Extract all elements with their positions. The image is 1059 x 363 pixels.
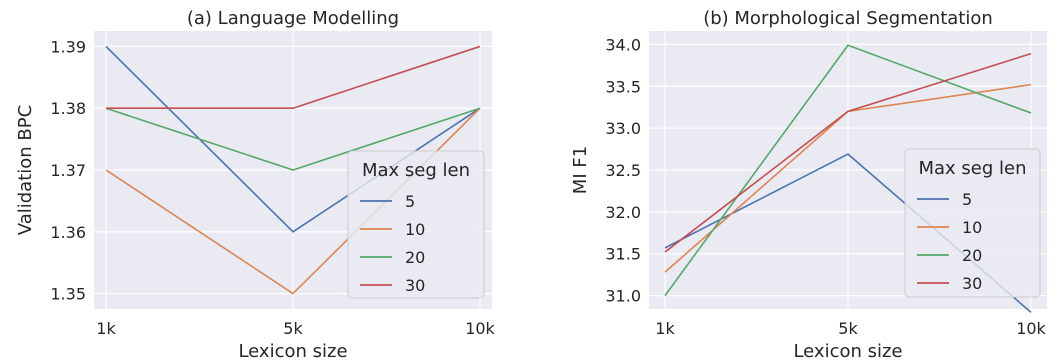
legend-label-5: 5: [962, 190, 972, 209]
y-tick-label: 32.0: [605, 203, 641, 222]
legend: Max seg len 5 10 20 30: [904, 148, 1041, 298]
y-tick-label: 31.0: [605, 287, 641, 306]
y-tick-label: 33.5: [605, 77, 641, 96]
x-axis-label: Lexicon size: [793, 341, 902, 362]
legend-label-30: 30: [962, 274, 982, 293]
legend-label-30: 30: [405, 276, 425, 295]
legend-label-10: 10: [405, 220, 425, 239]
chart-panel-2: 1k 5k 10k 31.0 31.5 32.0 32.5 33.0 33.5 34.0 (b) M…: [570, 8, 1047, 362]
y-tick-label: 1.38: [50, 99, 86, 118]
chart-title: (a) Language Modelling: [187, 8, 399, 29]
y-axis-label: Validation BPC: [15, 105, 36, 235]
y-tick-label: 1.36: [50, 223, 86, 242]
y-tick-label: 1.37: [50, 161, 86, 180]
chart-panel-1: 1k 5k 10k 1.35 1.36 1.37 1.38 1.39 (a) Language …: [15, 8, 496, 362]
series-line-20: [664, 44, 1032, 297]
legend: Max seg len 5 10 20 30: [347, 150, 485, 299]
x-tick-label: 10k: [465, 319, 495, 338]
y-tick-label: 1.39: [50, 37, 86, 56]
legend-box: [904, 148, 1041, 298]
x-tick-label: 10k: [1016, 319, 1046, 338]
x-axis-label: Lexicon size: [238, 341, 347, 362]
y-tick-label: 1.35: [50, 285, 86, 304]
y-tick-label: 34.0: [605, 35, 641, 54]
x-tick-label: 5k: [838, 319, 858, 338]
legend-title: Max seg len: [362, 160, 470, 181]
y-tick-label: 33.0: [605, 119, 641, 138]
legend-label-5: 5: [405, 192, 415, 211]
y-tick-label: 31.5: [605, 245, 641, 264]
y-tick-label: 32.5: [605, 161, 641, 180]
legend-label-20: 20: [405, 248, 425, 267]
chart-title: (b) Morphological Segmentation: [703, 8, 993, 29]
x-tick-label: 1k: [96, 319, 116, 338]
legend-box: [347, 150, 485, 299]
series-line-20: [105, 107, 481, 171]
x-tick-label: 5k: [283, 319, 303, 338]
legend-label-10: 10: [962, 218, 982, 237]
x-tick-label: 1k: [655, 319, 675, 338]
legend-label-20: 20: [962, 246, 982, 265]
legend-title: Max seg len: [918, 158, 1026, 179]
series-line-30: [664, 52, 1032, 253]
series-line-30: [106, 45, 481, 110]
y-axis-label: MI F1: [570, 146, 591, 194]
